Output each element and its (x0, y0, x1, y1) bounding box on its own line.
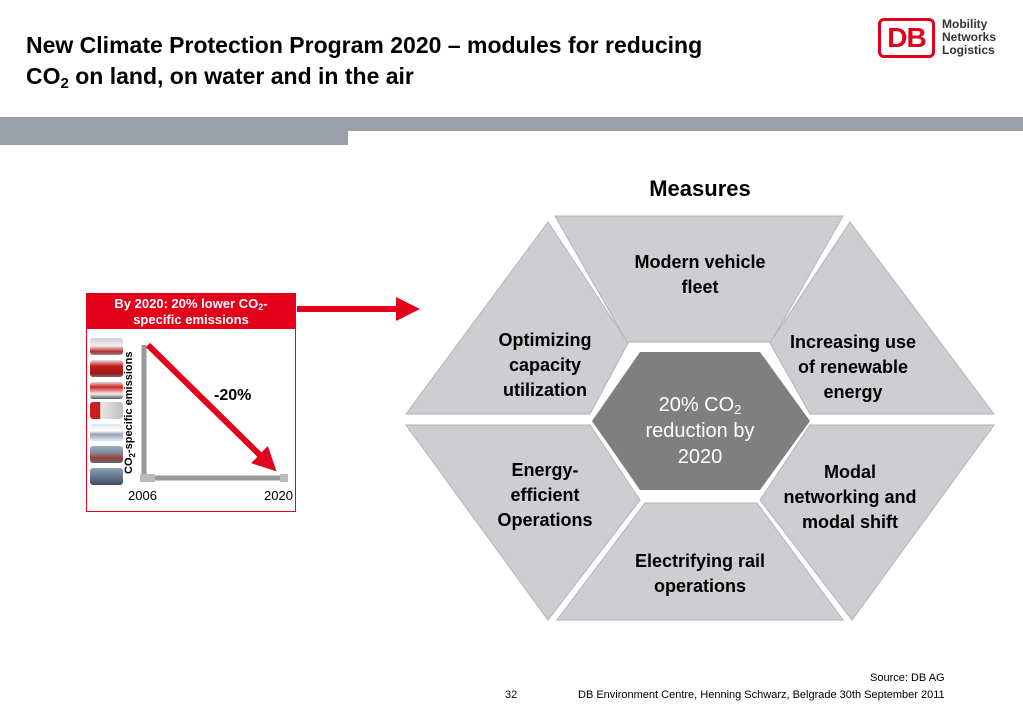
header-post: - (263, 296, 268, 311)
module-renewable-energy: Increasing use of renewable energy (770, 330, 936, 405)
center-sub: 2 (734, 402, 742, 417)
segment-lower-left (405, 424, 641, 621)
module-ur-line-1: Increasing use (789, 332, 917, 352)
module-bottom-line-2: operations (653, 576, 746, 596)
module-bottom-line-1: Electrifying rail (634, 551, 766, 571)
ice-train-icon (90, 338, 123, 355)
module-ur-line-3: energy (823, 382, 883, 402)
axis-start-tick (147, 474, 155, 482)
title-rest: on land, on water and in the air (68, 63, 414, 89)
module-ll-line-3: Operations (497, 510, 593, 530)
center-line-1: 20% CO2 (610, 392, 790, 418)
db-logo-letters: DB (887, 22, 926, 53)
center-goal-label: 20% CO2 reduction by 2020 (610, 392, 790, 470)
ship-icon (90, 446, 123, 463)
emissions-panel-header: By 2020: 20% lower CO2- specific emissio… (87, 294, 295, 329)
logo-line-1: Mobility (942, 17, 988, 31)
slide-title: New Climate Protection Program 2020 – mo… (26, 30, 846, 92)
logo-line-2: Networks (942, 30, 997, 44)
module-ul-line-3: utilization (503, 380, 587, 400)
header-line-1: By 2020: 20% lower CO2- (87, 296, 295, 312)
module-lr-line-3: modal shift (801, 512, 898, 532)
regional-train-icon (90, 360, 123, 377)
module-electrifying-rail: Electrifying rail operations (600, 549, 800, 599)
reduction-arrow (145, 342, 277, 472)
logo-line-3: Logistics (942, 43, 995, 57)
header-line-2: specific emissions (133, 312, 249, 327)
title-co-sub: 2 (60, 75, 69, 92)
header-pre: By 2020: 20% lower CO (114, 296, 259, 311)
axis-origin-marker (140, 474, 148, 482)
year-end-label: 2020 (264, 488, 293, 503)
db-logo-tagline: Mobility Networks Logistics (942, 18, 996, 57)
center-hexagon (592, 352, 810, 490)
source-note: Source: DB AG (870, 672, 945, 684)
header-band-dark (0, 117, 348, 145)
module-ul-line-2: capacity (508, 355, 582, 375)
module-lr-line-2: networking and (783, 487, 917, 507)
segment-upper-left (405, 221, 629, 415)
measures-heading: Measures (649, 176, 751, 201)
header-band-light (348, 117, 1023, 131)
year-start-label: 2006 (128, 488, 157, 503)
segment-bottom (555, 502, 844, 621)
reduction-label: -20% (214, 387, 252, 404)
title-line-1: New Climate Protection Program 2020 – mo… (26, 32, 703, 58)
db-logo-mark: DB (878, 18, 935, 58)
center-co: 20% CO (658, 394, 735, 416)
module-energy-efficient-operations: Energy- efficient Operations (470, 458, 620, 533)
module-optimizing-capacity: Optimizing capacity utilization (470, 328, 620, 403)
segment-lower-right (759, 424, 995, 621)
footer-text: DB Environment Centre, Henning Schwarz, … (578, 689, 945, 701)
db-logo: DB Mobility Networks Logistics (878, 18, 1003, 60)
center-line-3: 2020 (677, 446, 723, 468)
module-ul-line-1: Optimizing (498, 330, 592, 350)
title-line-2: CO2 on land, on water and in the air (26, 61, 846, 92)
header-sub: 2 (258, 302, 264, 312)
center-line-2: reduction by (645, 420, 755, 442)
module-modern-fleet: Modern vehicle fleet (600, 250, 800, 300)
airplane-icon (90, 424, 123, 441)
module-modal-networking: Modal networking and modal shift (762, 460, 938, 535)
bus-icon (90, 382, 123, 399)
module-ur-line-2: of renewable (797, 357, 909, 377)
title-co: CO (26, 63, 61, 89)
axis-end-tick (280, 474, 288, 482)
freight-icon (90, 468, 123, 485)
module-top-line-2: fleet (681, 277, 719, 297)
page-number: 32 (505, 689, 518, 701)
truck-icon (90, 402, 123, 419)
module-ll-line-2: efficient (510, 485, 580, 505)
module-top-line-1: Modern vehicle (634, 252, 766, 272)
segment-upper-right (769, 221, 995, 415)
module-lr-line-1: Modal (824, 462, 876, 482)
module-ll-line-1: Energy- (511, 460, 579, 480)
